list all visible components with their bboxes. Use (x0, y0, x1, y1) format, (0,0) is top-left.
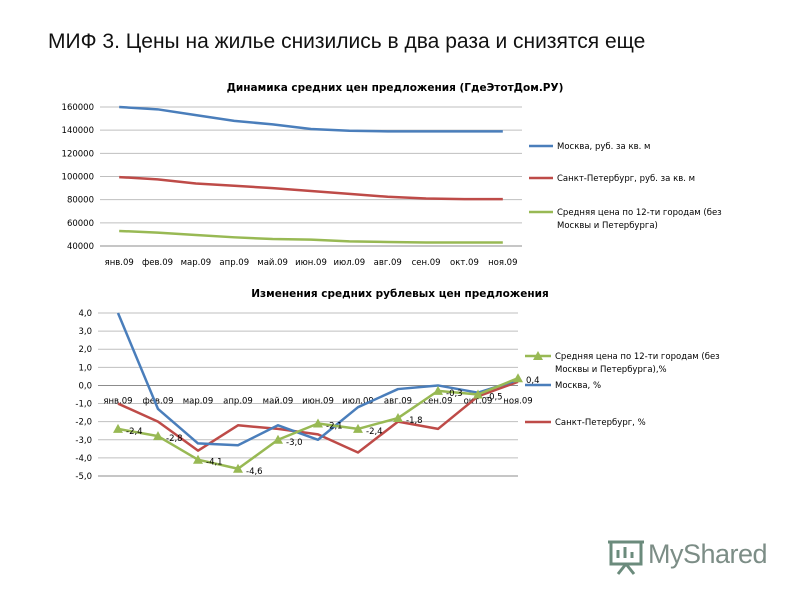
chart-title: Динамика средних цен предложения (ГдеЭто… (227, 82, 564, 94)
y-tick-label: -4,0 (75, 454, 92, 464)
y-tick-label: 140000 (62, 126, 94, 136)
series-line (117, 380, 519, 454)
x-tick-label: май.09 (263, 396, 294, 406)
data-label: -2,1 (326, 421, 343, 431)
triangle-marker (273, 434, 283, 444)
x-tick-label: авг.09 (384, 396, 412, 406)
series-line (119, 105, 503, 133)
y-tick-label: -5,0 (75, 472, 92, 482)
y-tick-label: 3,0 (78, 327, 92, 337)
legend-label: Средняя цена по 12-ти городам (без Москвы… (557, 208, 722, 231)
x-tick-label: авг.09 (374, 258, 402, 268)
y-tick-label: 100000 (62, 173, 94, 183)
x-tick-label: июл.09 (342, 396, 374, 406)
x-tick-label: окт.09 (464, 396, 493, 406)
data-label: 0,4 (526, 376, 540, 386)
chart-title: Изменения средних рублевых цен предложен… (251, 288, 548, 300)
y-tick-label: -3,0 (75, 436, 92, 446)
series-line (119, 229, 503, 244)
slide-title: МИФ 3. Цены на жилье снизились в два раз… (48, 30, 646, 53)
data-label: -3,0 (286, 438, 303, 448)
myshared-logo: MyShared (608, 536, 778, 576)
data-label: -0,3 (446, 389, 463, 399)
x-tick-label: фев.09 (142, 258, 173, 268)
series-line (119, 175, 503, 201)
x-tick-label: ноя.09 (503, 396, 532, 406)
series-line (116, 312, 519, 447)
y-tick-label: -1,0 (75, 400, 92, 410)
triangle-marker (153, 431, 163, 441)
y-tick-label: 60000 (67, 219, 94, 229)
x-tick-label: мар.09 (181, 258, 212, 268)
y-tick-label: 120000 (62, 149, 94, 159)
data-label: -2,4 (366, 427, 383, 437)
triangle-marker (233, 463, 243, 473)
y-tick-label: 40000 (67, 242, 94, 252)
data-label: -2,8 (166, 434, 183, 444)
y-tick-label: 160000 (62, 103, 94, 113)
triangle-marker (433, 385, 443, 395)
y-tick-label: 2,0 (78, 345, 92, 355)
triangle-marker (193, 454, 203, 464)
x-tick-label: мар.09 (183, 396, 214, 406)
data-label: -1,8 (406, 416, 423, 426)
triangle-marker (113, 423, 123, 433)
x-tick-label: апр.09 (219, 258, 249, 268)
legend-label: Санкт-Петербург, % (555, 418, 646, 428)
triangle-marker (353, 423, 363, 433)
triangle-marker (393, 413, 403, 423)
legend-label: Москва, руб. за кв. м (557, 142, 650, 152)
x-tick-label: окт.09 (450, 258, 479, 268)
y-tick-label: 1,0 (78, 363, 92, 373)
legend-label: Средняя цена по 12-ти городам (без Москвы… (555, 352, 720, 375)
x-tick-label: фев.09 (142, 396, 173, 406)
x-tick-label: янв.09 (105, 258, 134, 268)
data-label: -2,4 (126, 427, 143, 437)
y-tick-label: 4,0 (78, 309, 92, 319)
data-label: -0,5 (486, 393, 503, 403)
legend-label: Москва, % (555, 381, 601, 391)
logo-text: MyShared (648, 539, 768, 569)
legend-marker (533, 351, 543, 360)
triangle-marker (313, 418, 323, 428)
data-label: -4,1 (206, 458, 223, 468)
price-change-chart: Изменения средних рублевых цен предложен… (75, 288, 720, 482)
price-dynamics-chart: Динамика средних цен предложения (ГдеЭто… (62, 82, 723, 268)
x-tick-label: июн.09 (295, 258, 327, 268)
x-tick-label: сен.09 (424, 396, 453, 406)
triangle-marker (473, 389, 483, 399)
y-tick-label: -2,0 (75, 418, 92, 428)
x-tick-label: май.09 (257, 258, 288, 268)
x-tick-label: апр.09 (223, 396, 253, 406)
y-tick-label: 0,0 (78, 381, 92, 391)
x-tick-label: июл.09 (334, 258, 366, 268)
x-tick-label: ноя.09 (488, 258, 517, 268)
x-tick-label: июн.09 (302, 396, 334, 406)
data-label: -4,6 (246, 467, 263, 477)
x-tick-label: янв.09 (103, 396, 132, 406)
presentation-board-icon (608, 540, 644, 575)
x-tick-label: сен.09 (412, 258, 441, 268)
legend-label: Санкт-Петербург, руб. за кв. м (557, 174, 695, 184)
y-tick-label: 80000 (67, 196, 94, 206)
triangle-marker (513, 373, 523, 383)
